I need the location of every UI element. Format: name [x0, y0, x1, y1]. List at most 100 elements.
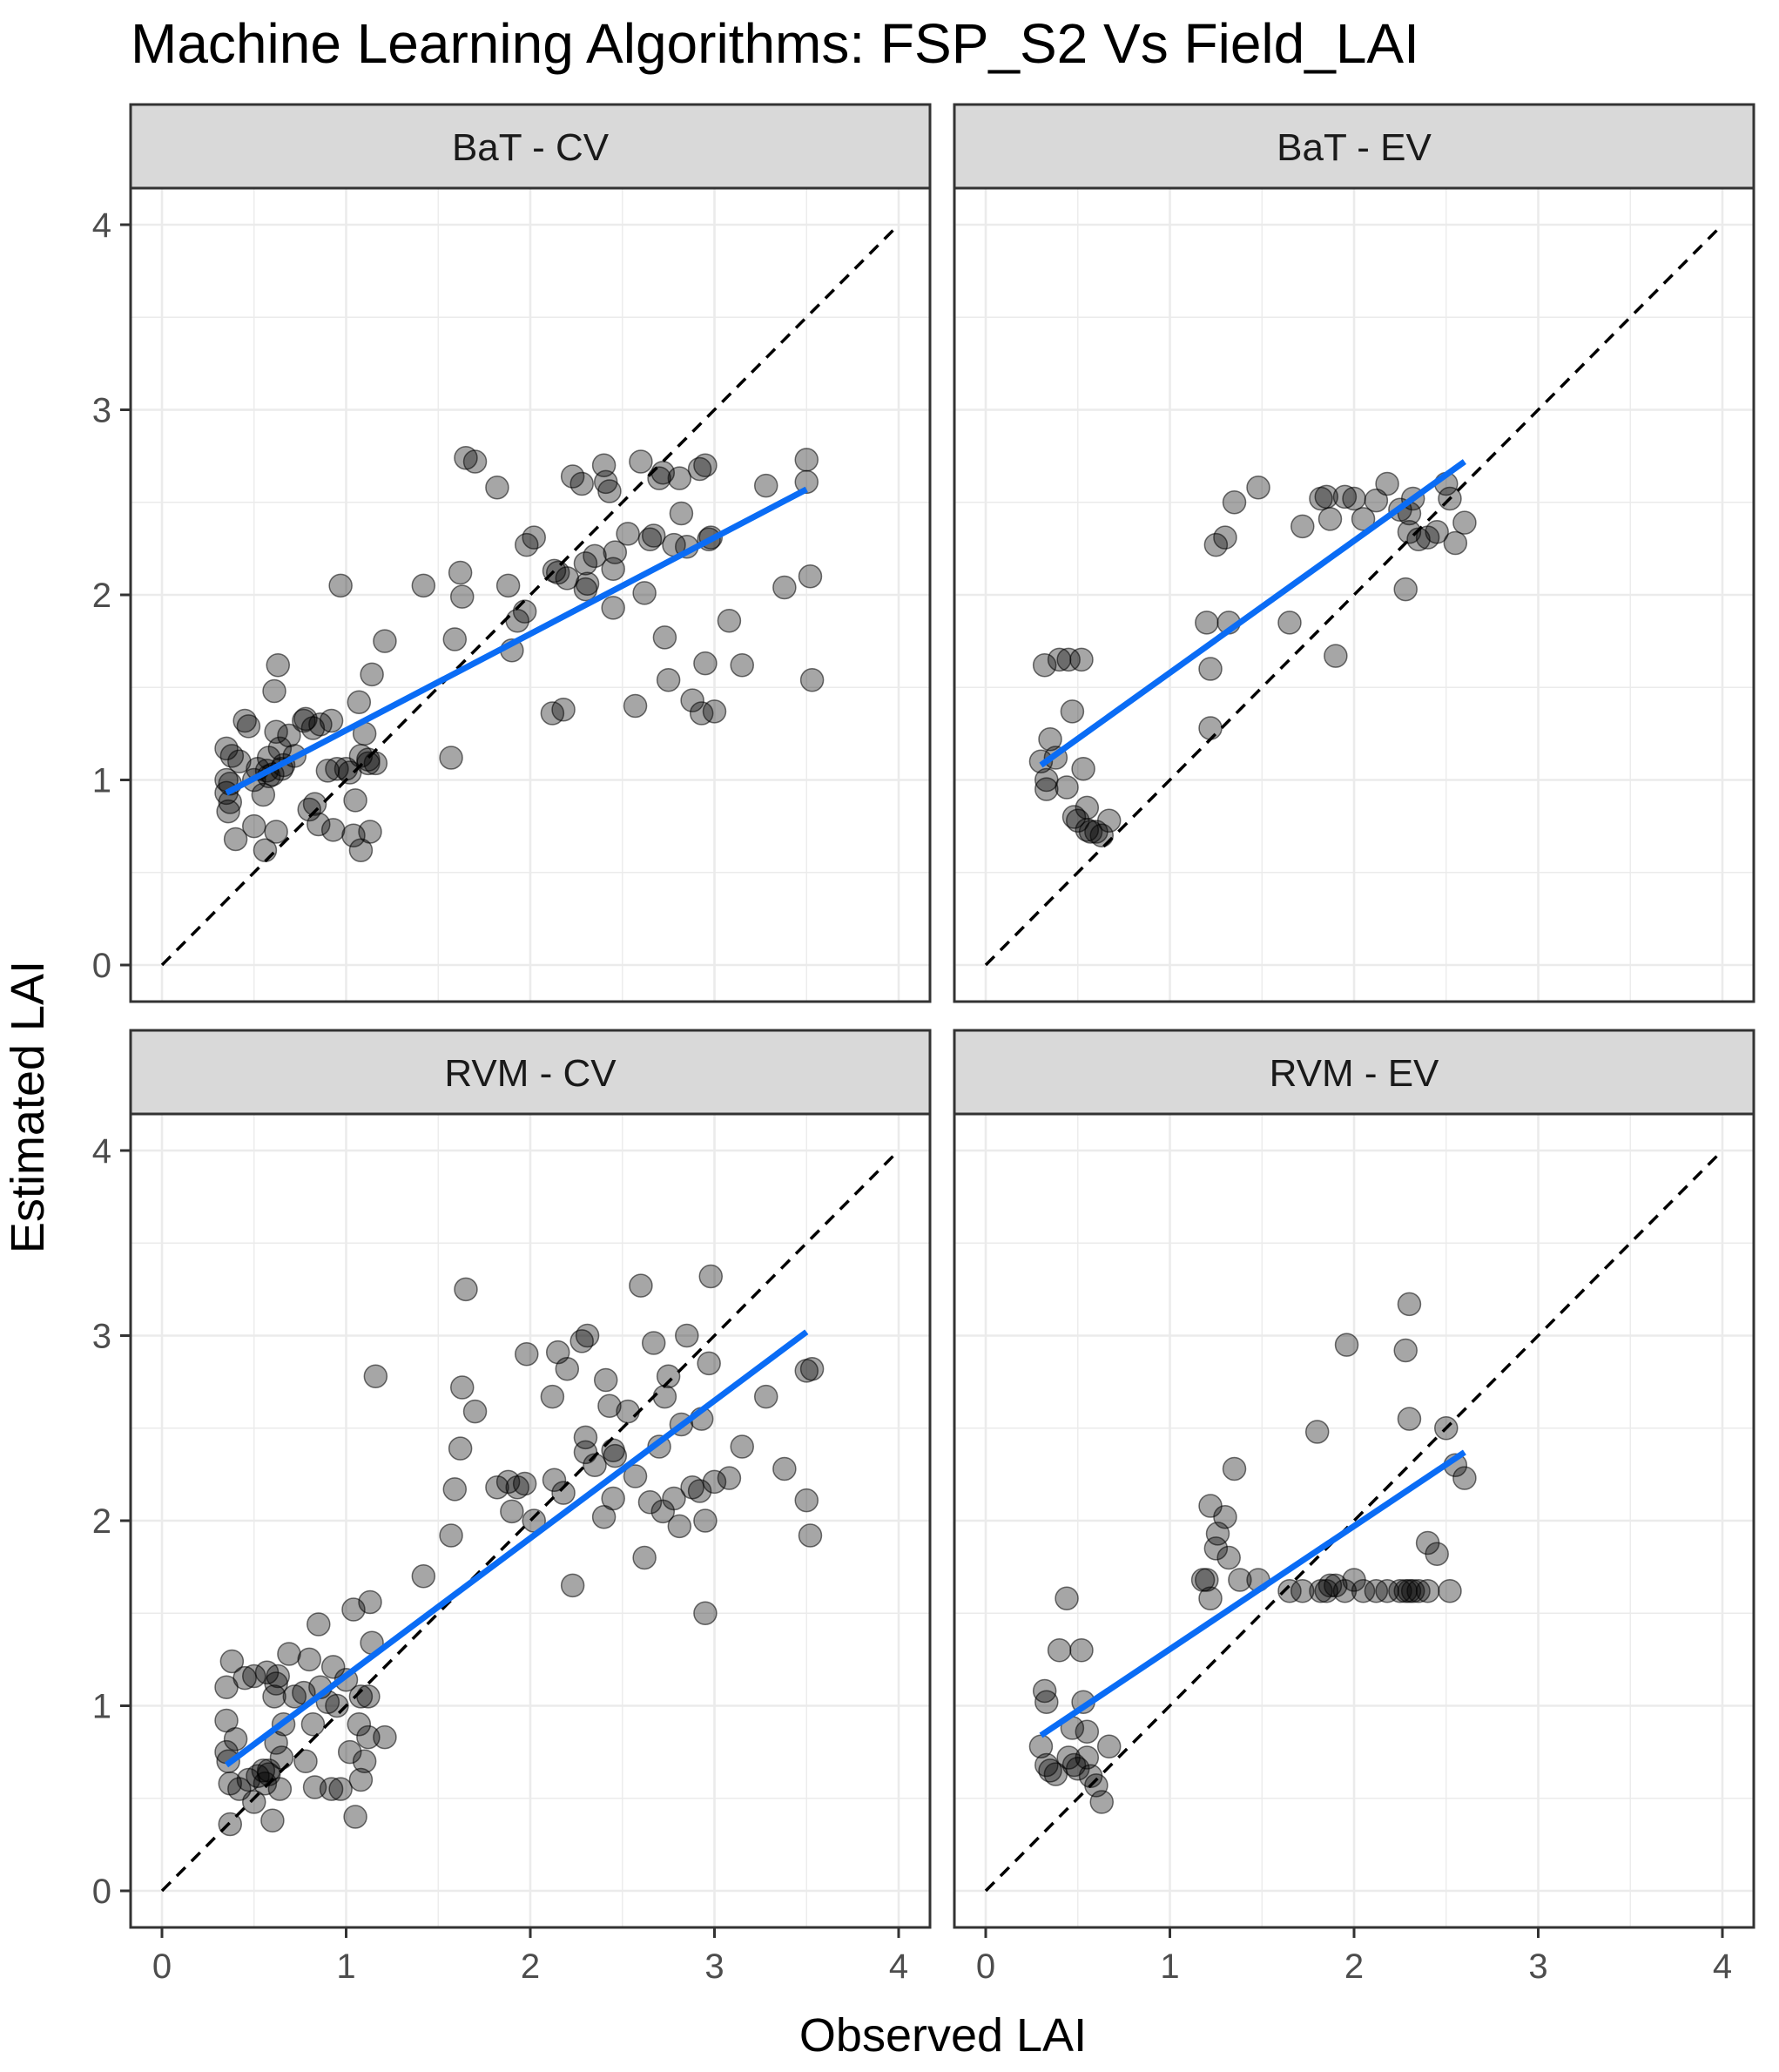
chart-title: Machine Learning Algorithms: FSP_S2 Vs F… — [131, 12, 1419, 75]
x-tick-label: 0 — [152, 1947, 172, 1986]
data-point — [1075, 1745, 1100, 1770]
data-point — [454, 1277, 478, 1302]
data-point — [439, 1523, 463, 1548]
data-point — [1089, 1790, 1114, 1814]
data-point — [297, 1647, 321, 1672]
data-point — [505, 1475, 529, 1500]
data-point — [794, 448, 819, 472]
data-point — [363, 751, 388, 776]
data-point — [223, 827, 248, 852]
data-point — [1438, 1579, 1462, 1603]
y-tick-label: 2 — [92, 1502, 111, 1541]
data-point — [373, 1724, 397, 1750]
data-point — [798, 1523, 823, 1548]
data-point — [1096, 1734, 1122, 1758]
data-point — [573, 1440, 598, 1465]
data-point — [307, 812, 331, 837]
data-point — [583, 1453, 607, 1477]
x-tick-label: 3 — [704, 1947, 724, 1986]
data-point — [266, 1664, 290, 1689]
data-point — [485, 1475, 509, 1500]
data-point — [1393, 1338, 1418, 1363]
data-point — [1075, 818, 1100, 842]
data-point — [358, 820, 382, 844]
data-point — [320, 818, 346, 842]
data-point — [1397, 1292, 1422, 1317]
x-tick-label: 1 — [336, 1947, 355, 1986]
data-point — [1290, 514, 1315, 539]
data-point — [1061, 1752, 1087, 1778]
data-point — [1443, 530, 1468, 556]
data-point — [597, 1394, 622, 1418]
data-point — [730, 653, 754, 678]
x-tick-label: 0 — [976, 1947, 995, 1986]
panel-strip-label: RVM - CV — [444, 1052, 617, 1095]
data-point — [687, 1479, 712, 1503]
data-point — [260, 1808, 285, 1832]
data-point — [1061, 805, 1087, 829]
data-point — [251, 782, 276, 807]
identity-line — [984, 1149, 1724, 1893]
data-point — [632, 581, 657, 605]
data-point — [449, 584, 475, 609]
x-tick-label: 2 — [1344, 1947, 1364, 1986]
panel-strip-label: BaT - EV — [1277, 126, 1432, 169]
data-point — [583, 543, 607, 569]
data-point — [356, 1684, 381, 1709]
data-point — [669, 501, 694, 526]
data-point — [356, 1724, 381, 1750]
y-tick-label: 4 — [92, 1132, 111, 1171]
data-point — [698, 1264, 724, 1289]
data-point — [266, 653, 290, 678]
data-point — [319, 1777, 344, 1801]
x-tick-label: 4 — [1713, 1947, 1732, 1986]
data-point — [328, 573, 353, 598]
panel: BaT - CV 0 1 2 3 4 — [92, 103, 932, 1003]
data-point — [219, 1649, 245, 1674]
data-point — [1425, 1542, 1449, 1566]
data-point — [411, 573, 436, 598]
data-point — [1075, 795, 1100, 820]
data-point — [1205, 1522, 1230, 1546]
data-point — [307, 1612, 331, 1637]
y-tick-label: 0 — [92, 947, 111, 985]
data-point — [667, 466, 692, 490]
data-point — [616, 522, 640, 546]
data-point — [269, 1745, 294, 1770]
data-point — [680, 688, 704, 712]
data-point — [1055, 775, 1079, 800]
data-point — [575, 1323, 600, 1348]
data-point — [302, 792, 327, 816]
data-point — [1071, 757, 1095, 781]
data-point — [363, 1364, 388, 1388]
data-point — [232, 1665, 257, 1691]
data-point — [1034, 1690, 1059, 1714]
y-tick-label: 0 — [92, 1873, 111, 1911]
data-point — [641, 523, 666, 548]
data-point — [1246, 476, 1270, 500]
data-point — [569, 471, 594, 496]
x-tick-label: 2 — [521, 1947, 540, 1986]
data-point — [485, 476, 509, 500]
data-point — [1075, 1719, 1100, 1744]
data-point — [448, 560, 473, 585]
data-point — [623, 693, 648, 719]
y-tick-label: 1 — [92, 762, 111, 800]
data-point — [348, 1684, 374, 1709]
data-point — [300, 1712, 326, 1737]
data-point — [772, 575, 797, 600]
data-point — [522, 525, 546, 550]
data-point — [1375, 471, 1399, 496]
data-point — [560, 1573, 585, 1598]
data-point — [256, 1758, 281, 1783]
data-point — [439, 746, 463, 770]
data-point — [597, 479, 622, 503]
panel-border — [953, 186, 1755, 1003]
data-point — [1228, 1568, 1252, 1592]
data-point — [1222, 490, 1247, 515]
data-point — [656, 668, 681, 692]
data-point — [1351, 507, 1376, 531]
data-point — [1415, 1579, 1440, 1603]
